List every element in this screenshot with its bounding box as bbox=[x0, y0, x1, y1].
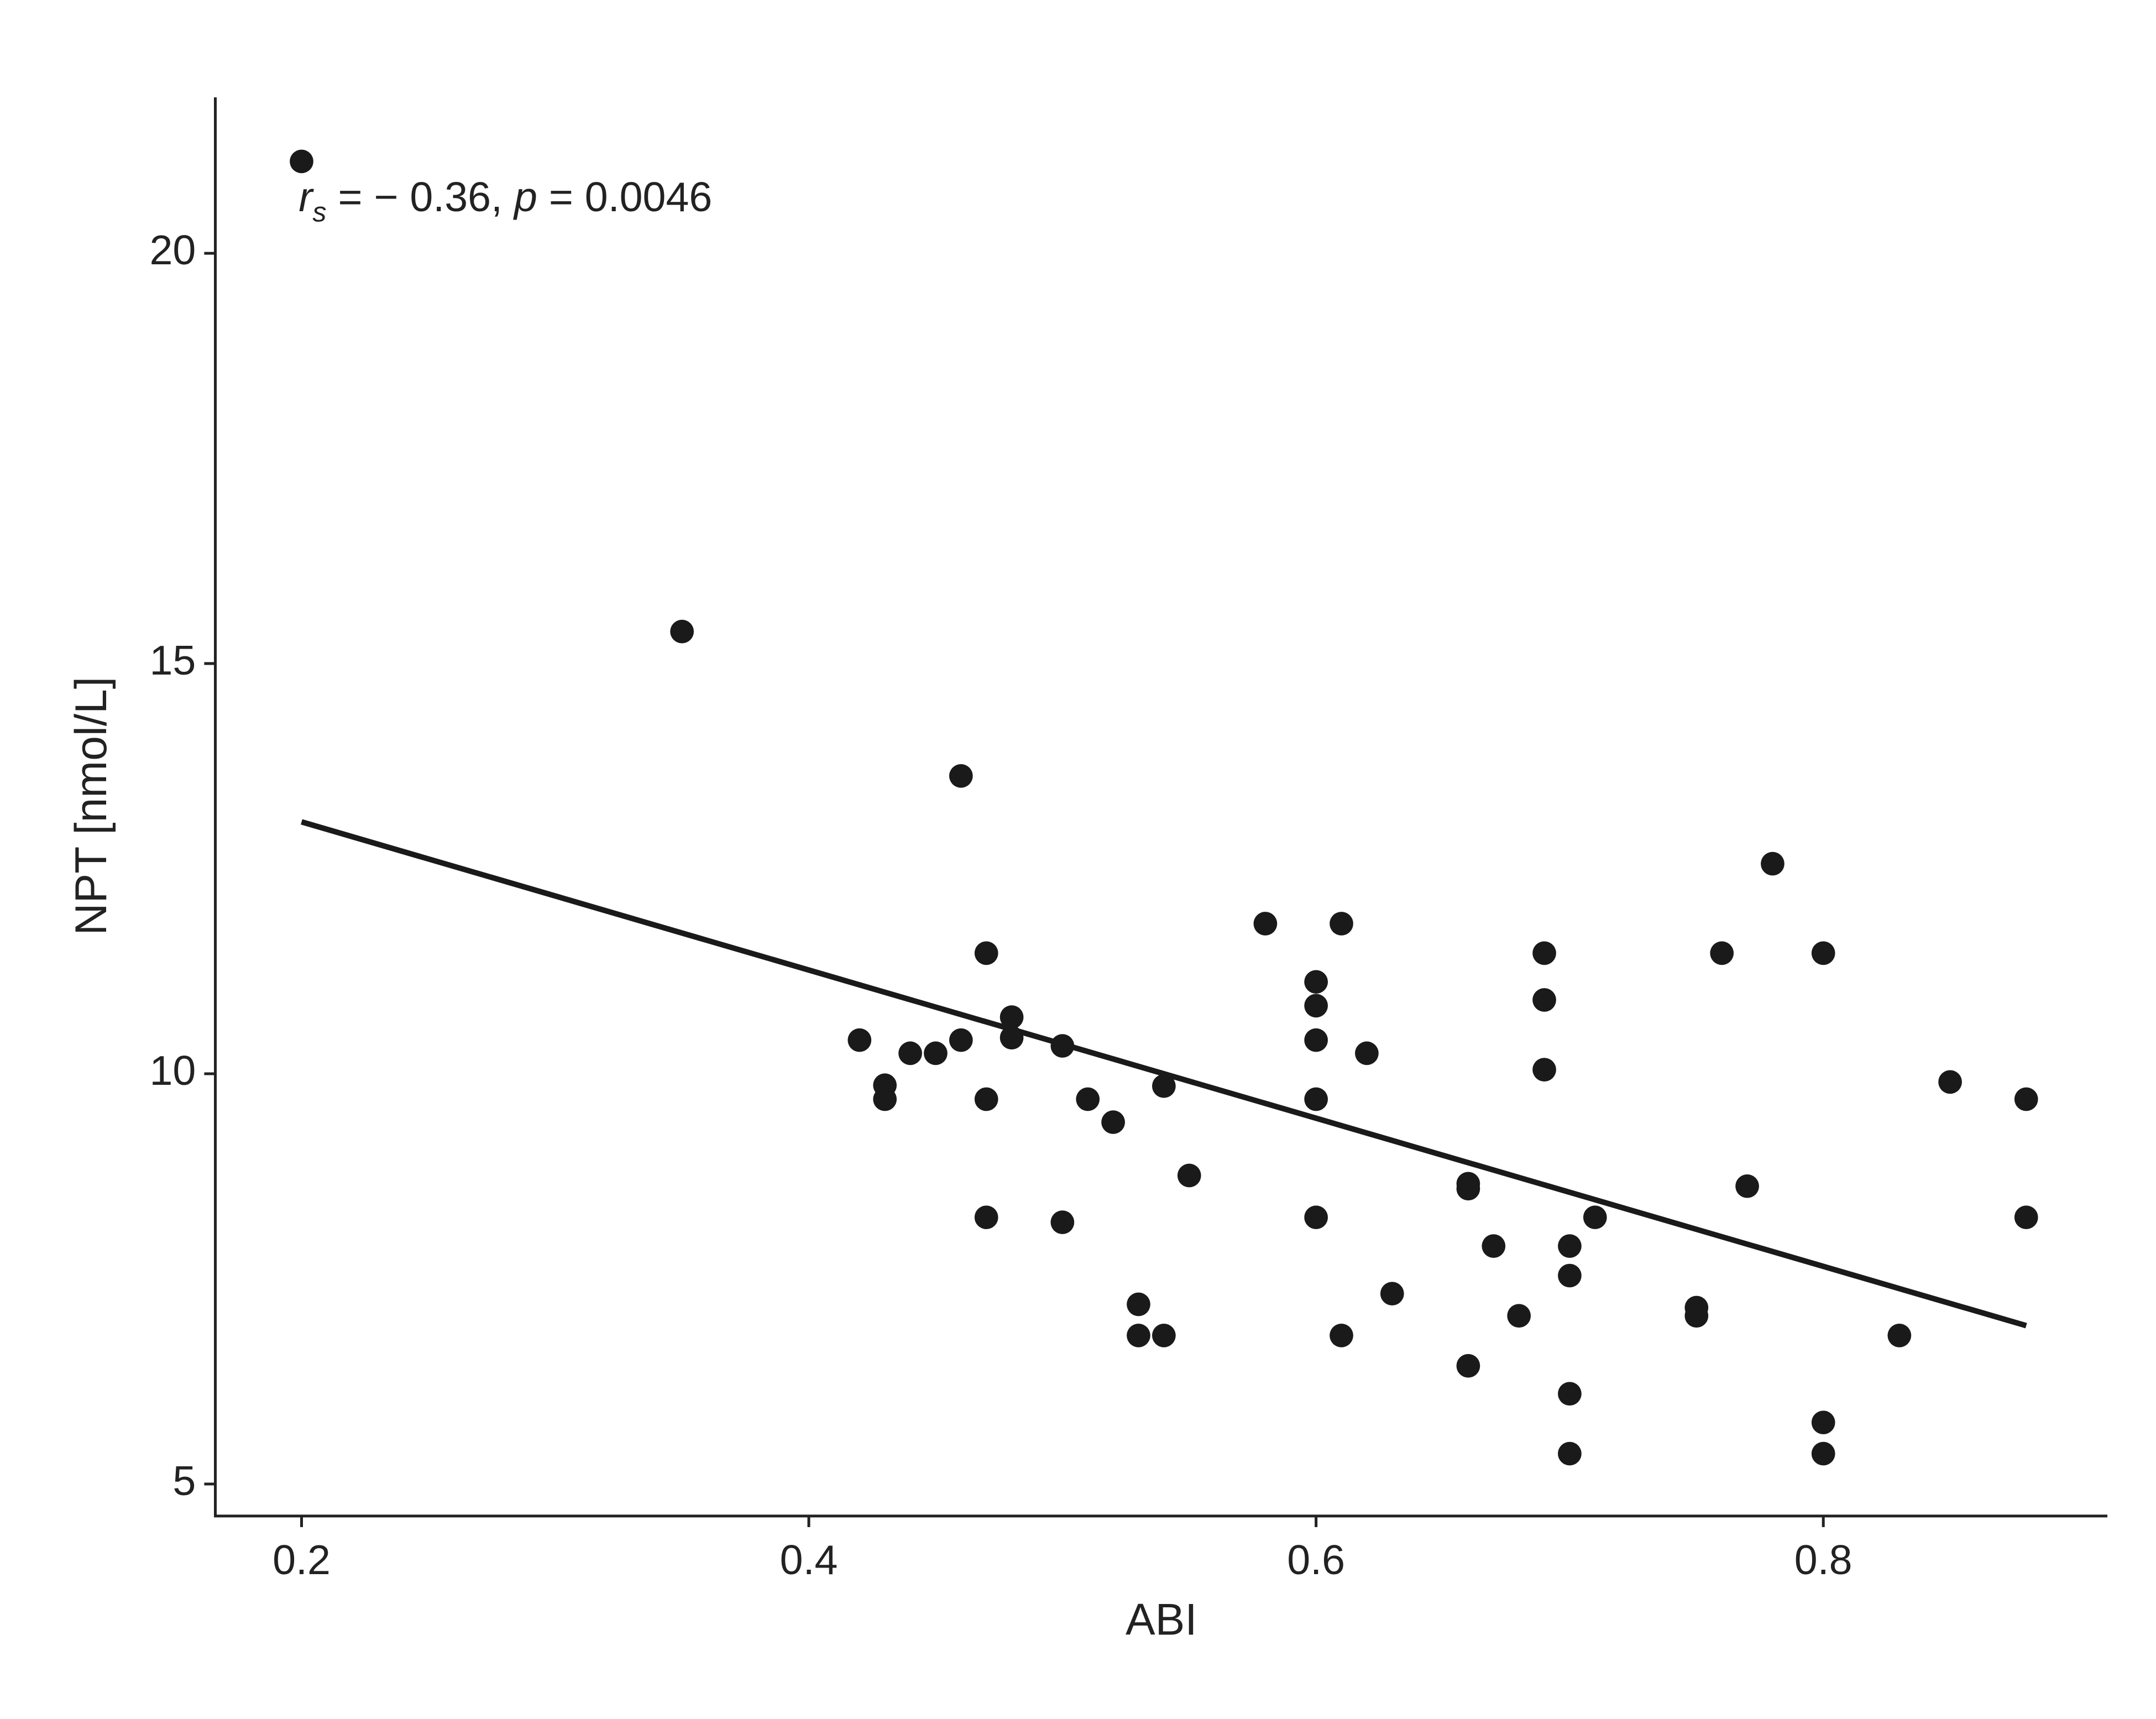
y-axis-title: NPT [nmol/L] bbox=[66, 677, 116, 936]
point bbox=[1532, 1058, 1556, 1081]
point bbox=[1177, 1163, 1201, 1188]
point bbox=[974, 941, 998, 965]
point bbox=[1761, 851, 1785, 876]
point bbox=[1304, 1087, 1328, 1111]
point bbox=[2014, 1205, 2038, 1230]
annotation-r-sub: s bbox=[312, 197, 326, 228]
y-tick-label: 5 bbox=[172, 1457, 196, 1504]
point bbox=[974, 1087, 998, 1111]
point bbox=[1304, 1028, 1328, 1052]
point bbox=[873, 1087, 897, 1111]
point bbox=[1304, 970, 1328, 994]
point bbox=[1558, 1382, 1582, 1406]
x-tick-label: 0.4 bbox=[780, 1537, 838, 1583]
point bbox=[1507, 1304, 1531, 1328]
point bbox=[290, 149, 313, 174]
annotation: rs = − 0.36, p = 0.0046 bbox=[299, 174, 712, 228]
point bbox=[1684, 1304, 1709, 1328]
point bbox=[949, 764, 973, 788]
x-tick-label: 0.2 bbox=[273, 1537, 331, 1583]
point bbox=[1304, 1205, 1328, 1230]
point bbox=[898, 1041, 922, 1065]
point bbox=[924, 1041, 948, 1065]
point bbox=[1330, 1324, 1353, 1347]
point bbox=[1152, 1324, 1176, 1347]
point bbox=[974, 1205, 998, 1230]
annotation-r-value: = − 0.36, bbox=[327, 174, 514, 220]
point bbox=[670, 619, 694, 644]
point bbox=[1558, 1441, 1582, 1466]
y-tick-label: 15 bbox=[149, 637, 196, 683]
point bbox=[1253, 912, 1278, 936]
point bbox=[1583, 1205, 1607, 1230]
point bbox=[1152, 1074, 1176, 1098]
point bbox=[1558, 1234, 1582, 1258]
point bbox=[1532, 941, 1556, 965]
point bbox=[1482, 1234, 1506, 1258]
point bbox=[1127, 1292, 1150, 1316]
point bbox=[1710, 941, 1734, 965]
annotation-r: r bbox=[299, 174, 314, 220]
point bbox=[1532, 988, 1556, 1012]
point bbox=[1380, 1282, 1404, 1306]
annotation-p: p bbox=[513, 174, 537, 220]
point bbox=[2014, 1087, 2038, 1111]
x-axis-title: ABI bbox=[1126, 1595, 1197, 1645]
point bbox=[1811, 1410, 1835, 1435]
point bbox=[1076, 1087, 1100, 1111]
point bbox=[1050, 1210, 1075, 1234]
point bbox=[1101, 1110, 1125, 1134]
point bbox=[1938, 1070, 1962, 1094]
point bbox=[999, 1005, 1024, 1029]
point bbox=[1887, 1324, 1912, 1347]
point bbox=[1456, 1354, 1480, 1378]
point bbox=[1304, 994, 1328, 1018]
x-tick-label: 0.8 bbox=[1794, 1537, 1853, 1583]
point bbox=[1558, 1263, 1582, 1288]
point bbox=[1811, 1441, 1835, 1466]
point bbox=[1330, 912, 1353, 936]
point bbox=[1456, 1177, 1480, 1201]
trend-line bbox=[301, 819, 2027, 1329]
y-tick-label: 10 bbox=[149, 1047, 196, 1094]
point bbox=[1735, 1174, 1759, 1198]
point bbox=[1355, 1041, 1379, 1065]
x-tick-label: 0.6 bbox=[1287, 1537, 1345, 1583]
point bbox=[1127, 1324, 1150, 1347]
point bbox=[1811, 941, 1835, 965]
y-tick-label: 20 bbox=[149, 227, 196, 273]
annotation-p-value: = 0.0046 bbox=[537, 174, 712, 220]
point bbox=[847, 1028, 872, 1052]
point bbox=[949, 1028, 973, 1052]
